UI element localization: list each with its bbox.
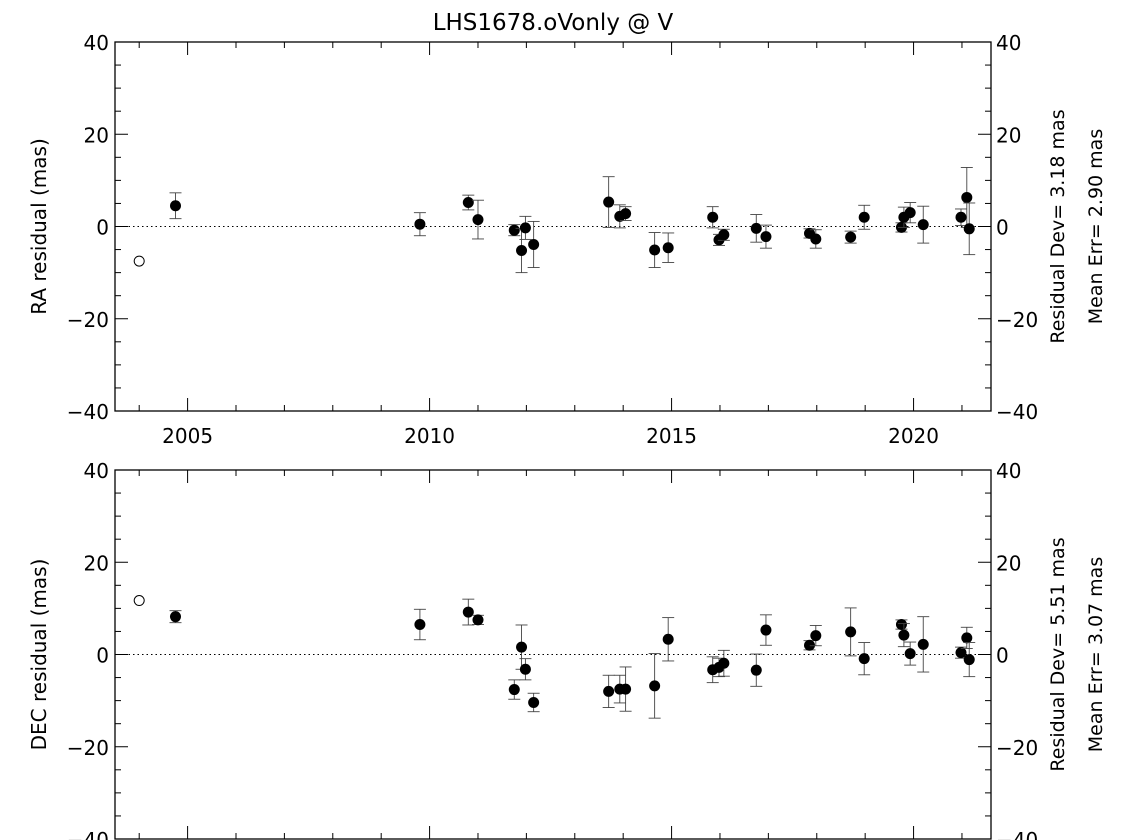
y-tick-label-left: −20 [67,736,109,760]
data-point [508,684,520,696]
data-point [414,619,426,631]
data-point [750,222,762,234]
data-point [462,197,474,209]
data-point [845,231,857,243]
data-point [810,233,822,245]
y-tick-label-left: 20 [84,123,109,147]
y-tick-label-right: −40 [996,828,1038,840]
data-point [760,624,772,636]
data-point [649,244,661,256]
data-point [858,653,870,665]
y-tick-label-right: 40 [996,31,1021,55]
y-tick-label-right: −20 [996,308,1038,332]
data-point [955,647,967,659]
y-tick-label-left: −20 [67,308,109,332]
data-point [963,223,975,235]
dec-residual-panel: 40 40 20 20 0 0 −20 −20 −40 −40 DEC residual (mas)… [27,459,1107,840]
rejected-data-point [133,255,145,267]
y-tick-label-right: 20 [996,123,1021,147]
data-point [169,200,181,212]
data-point [528,238,540,250]
data-point [963,654,975,666]
data-point [718,657,730,669]
data-point [472,214,484,226]
data-point [750,664,762,676]
data-point [845,626,857,638]
data-point [516,641,528,653]
data-point [895,619,907,631]
y-tick-label-left: 20 [84,551,109,575]
data-point [528,696,540,708]
data-point [961,191,973,203]
data-point [810,630,822,642]
data-point [472,614,484,626]
y-tick-label-left: 0 [96,644,109,668]
data-point [707,211,719,223]
data-point [662,633,674,645]
data-point [804,639,816,651]
y-tick-label-right: 0 [996,644,1009,668]
data-point [662,242,674,254]
data-point [620,208,632,220]
data-point [917,638,929,650]
data-point [516,244,528,256]
residual-stats-label: Residual Dev= 5.51 mas [1047,537,1069,771]
residual-stats-label: Mean Err= 2.90 mas [1085,129,1107,324]
data-point [904,207,916,219]
data-point [760,231,772,243]
data-point [603,196,615,208]
y-axis-label: DEC residual (mas) [27,559,51,751]
rejected-data-point [133,595,145,607]
y-tick-label-right: −40 [996,400,1038,424]
data-point [462,606,474,618]
data-point [649,680,661,692]
y-tick-label-right: 0 [996,216,1009,240]
y-tick-label-left: −40 [67,400,109,424]
data-point [917,219,929,231]
data-point [519,222,531,234]
y-tick-label-right: 20 [996,551,1021,575]
y-tick-label-right: 40 [996,459,1021,483]
data-point [508,224,520,236]
data-point [414,218,426,230]
y-tick-label-right: −20 [996,736,1038,760]
x-tick-label: 2005 [162,424,213,448]
chart-title: LHS1678.oVonly @ V [433,10,674,36]
data-point [898,629,910,641]
residual-stats-label: Mean Err= 3.07 mas [1085,557,1107,752]
data-point [955,211,967,223]
data-point [904,648,916,660]
data-point [169,611,181,623]
data-point [718,229,730,241]
y-tick-label-left: 40 [84,459,109,483]
residual-stats-label: Residual Dev= 3.18 mas [1047,109,1069,343]
x-tick-label: 2010 [404,424,455,448]
y-tick-label-left: 40 [84,31,109,55]
y-axis-label: RA residual (mas) [27,138,51,315]
data-point [603,685,615,697]
data-point [858,211,870,223]
y-tick-label-left: 0 [96,216,109,240]
x-tick-label: 2020 [888,424,939,448]
x-tick-label: 2015 [646,424,697,448]
data-point [961,632,973,644]
data-point [519,663,531,675]
y-tick-label-left: −40 [67,828,109,840]
data-point [620,683,632,695]
